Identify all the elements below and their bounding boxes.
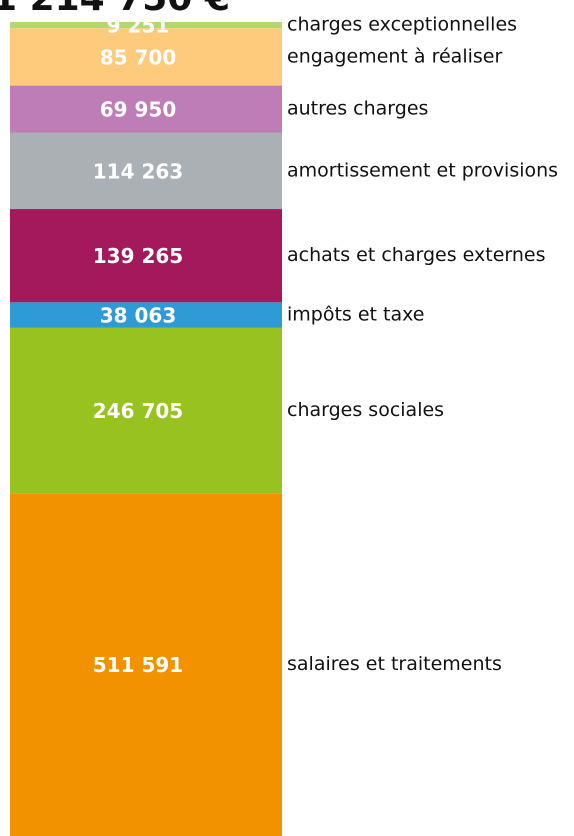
value-label: 9 251 [107, 14, 170, 38]
chart-title: 1 214 750 € [0, 0, 230, 19]
legend-label: amortissement et provisions [287, 159, 558, 181]
bar-segment [10, 493, 282, 836]
legend-label: charges exceptionnelles [287, 14, 517, 36]
legend-label: achats et charges externes [287, 244, 546, 266]
value-label: 69 950 [100, 98, 177, 122]
bar-segment [10, 132, 282, 210]
bar-segment [10, 327, 282, 494]
legend-label: impôts et taxe [287, 304, 424, 326]
legend-label: engagement à réaliser [287, 45, 502, 67]
legend-label: salaires et traitements [287, 653, 502, 675]
value-label: 246 705 [93, 399, 183, 423]
value-label: 511 591 [93, 653, 183, 677]
bar-segment [10, 302, 282, 328]
value-label: 139 265 [93, 244, 183, 268]
value-label: 38 063 [100, 304, 177, 328]
value-label: 114 263 [93, 159, 183, 183]
legend-label: charges sociales [287, 399, 444, 421]
bar-segment [10, 209, 282, 303]
value-label: 85 700 [100, 45, 177, 69]
bar-segment [10, 85, 282, 133]
bar-segment [10, 22, 282, 29]
bar-segment [10, 28, 282, 86]
legend-label: autres charges [287, 98, 428, 120]
